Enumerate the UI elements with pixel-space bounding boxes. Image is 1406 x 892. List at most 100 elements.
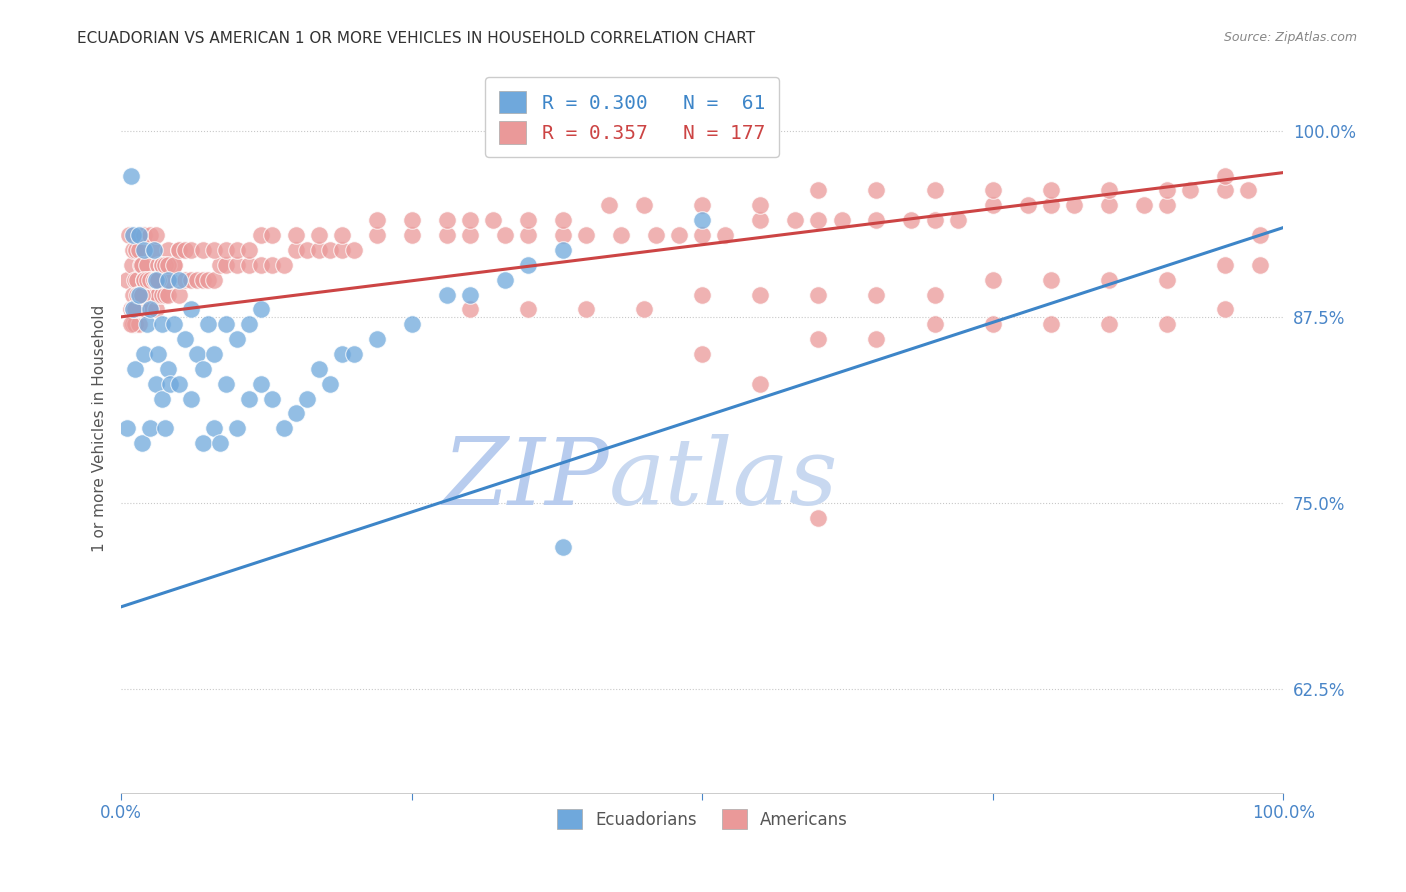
Point — [226, 421, 249, 435]
Y-axis label: 1 or more Vehicles in Household: 1 or more Vehicles in Household — [93, 305, 107, 552]
Point — [174, 332, 197, 346]
Point — [249, 228, 271, 243]
Point — [516, 228, 538, 243]
Point — [145, 228, 167, 243]
Point — [121, 258, 143, 272]
Point — [162, 258, 184, 272]
Point — [516, 258, 538, 272]
Point — [238, 392, 260, 406]
Point — [690, 228, 713, 243]
Point — [598, 198, 620, 212]
Text: atlas: atlas — [609, 434, 839, 524]
Point — [690, 287, 713, 301]
Point — [1039, 318, 1062, 332]
Point — [121, 287, 143, 301]
Point — [125, 243, 148, 257]
Point — [1213, 169, 1236, 183]
Text: ZIP: ZIP — [443, 434, 609, 524]
Point — [150, 287, 173, 301]
Point — [145, 273, 167, 287]
Point — [128, 243, 150, 257]
Point — [262, 392, 284, 406]
Point — [128, 287, 150, 301]
Point — [142, 273, 165, 287]
Point — [284, 407, 307, 421]
Point — [169, 273, 191, 287]
Point — [668, 228, 690, 243]
Point — [121, 318, 143, 332]
Point — [208, 436, 231, 450]
Point — [807, 332, 830, 346]
Point — [458, 302, 481, 317]
Point — [134, 273, 156, 287]
Point — [238, 318, 260, 332]
Point — [139, 302, 162, 317]
Point — [156, 362, 179, 376]
Point — [215, 318, 238, 332]
Point — [1039, 184, 1062, 198]
Point — [226, 243, 249, 257]
Point — [924, 318, 946, 332]
Point — [284, 243, 307, 257]
Point — [186, 273, 208, 287]
Point — [118, 228, 141, 243]
Point — [134, 302, 156, 317]
Point — [551, 541, 574, 555]
Point — [128, 318, 150, 332]
Point — [401, 318, 423, 332]
Point — [319, 243, 342, 257]
Point — [249, 302, 271, 317]
Point — [134, 273, 156, 287]
Point — [139, 302, 162, 317]
Point — [150, 258, 173, 272]
Point — [924, 287, 946, 301]
Point — [865, 287, 887, 301]
Point — [124, 362, 146, 376]
Point — [129, 258, 152, 272]
Point — [142, 243, 165, 257]
Point — [714, 228, 737, 243]
Point — [1132, 198, 1154, 212]
Point — [690, 213, 713, 227]
Point — [148, 258, 170, 272]
Point — [180, 273, 202, 287]
Point — [342, 243, 364, 257]
Point — [401, 213, 423, 227]
Point — [1249, 258, 1271, 272]
Point — [169, 376, 191, 391]
Point — [308, 228, 330, 243]
Point — [174, 243, 197, 257]
Point — [308, 362, 330, 376]
Point — [1213, 184, 1236, 198]
Point — [690, 198, 713, 212]
Point — [155, 421, 177, 435]
Point — [551, 213, 574, 227]
Point — [202, 347, 225, 361]
Point — [156, 258, 179, 272]
Point — [366, 228, 388, 243]
Point — [142, 287, 165, 301]
Point — [238, 258, 260, 272]
Point — [131, 287, 153, 301]
Point — [865, 332, 887, 346]
Point — [366, 213, 388, 227]
Point — [120, 302, 142, 317]
Point — [162, 258, 184, 272]
Point — [169, 243, 191, 257]
Point — [134, 228, 156, 243]
Point — [215, 258, 238, 272]
Point — [633, 198, 655, 212]
Point — [749, 213, 772, 227]
Point — [139, 273, 162, 287]
Point — [807, 213, 830, 227]
Point — [1156, 273, 1178, 287]
Point — [115, 421, 138, 435]
Point — [169, 287, 191, 301]
Point — [494, 273, 516, 287]
Point — [295, 392, 318, 406]
Point — [128, 302, 150, 317]
Point — [366, 332, 388, 346]
Point — [900, 213, 922, 227]
Point — [1178, 184, 1201, 198]
Point — [401, 228, 423, 243]
